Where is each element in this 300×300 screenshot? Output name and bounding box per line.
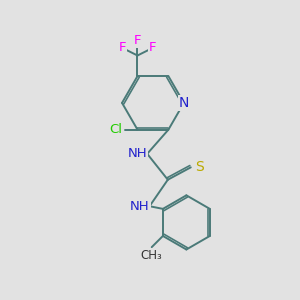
Text: CH₃: CH₃ [141,249,163,262]
Text: F: F [118,41,126,54]
Text: S: S [195,160,204,174]
Text: F: F [149,41,157,54]
Text: F: F [134,34,141,47]
Text: NH: NH [128,147,147,160]
Text: N: N [179,96,189,110]
Text: NH: NH [130,200,150,213]
Text: Cl: Cl [109,123,122,136]
